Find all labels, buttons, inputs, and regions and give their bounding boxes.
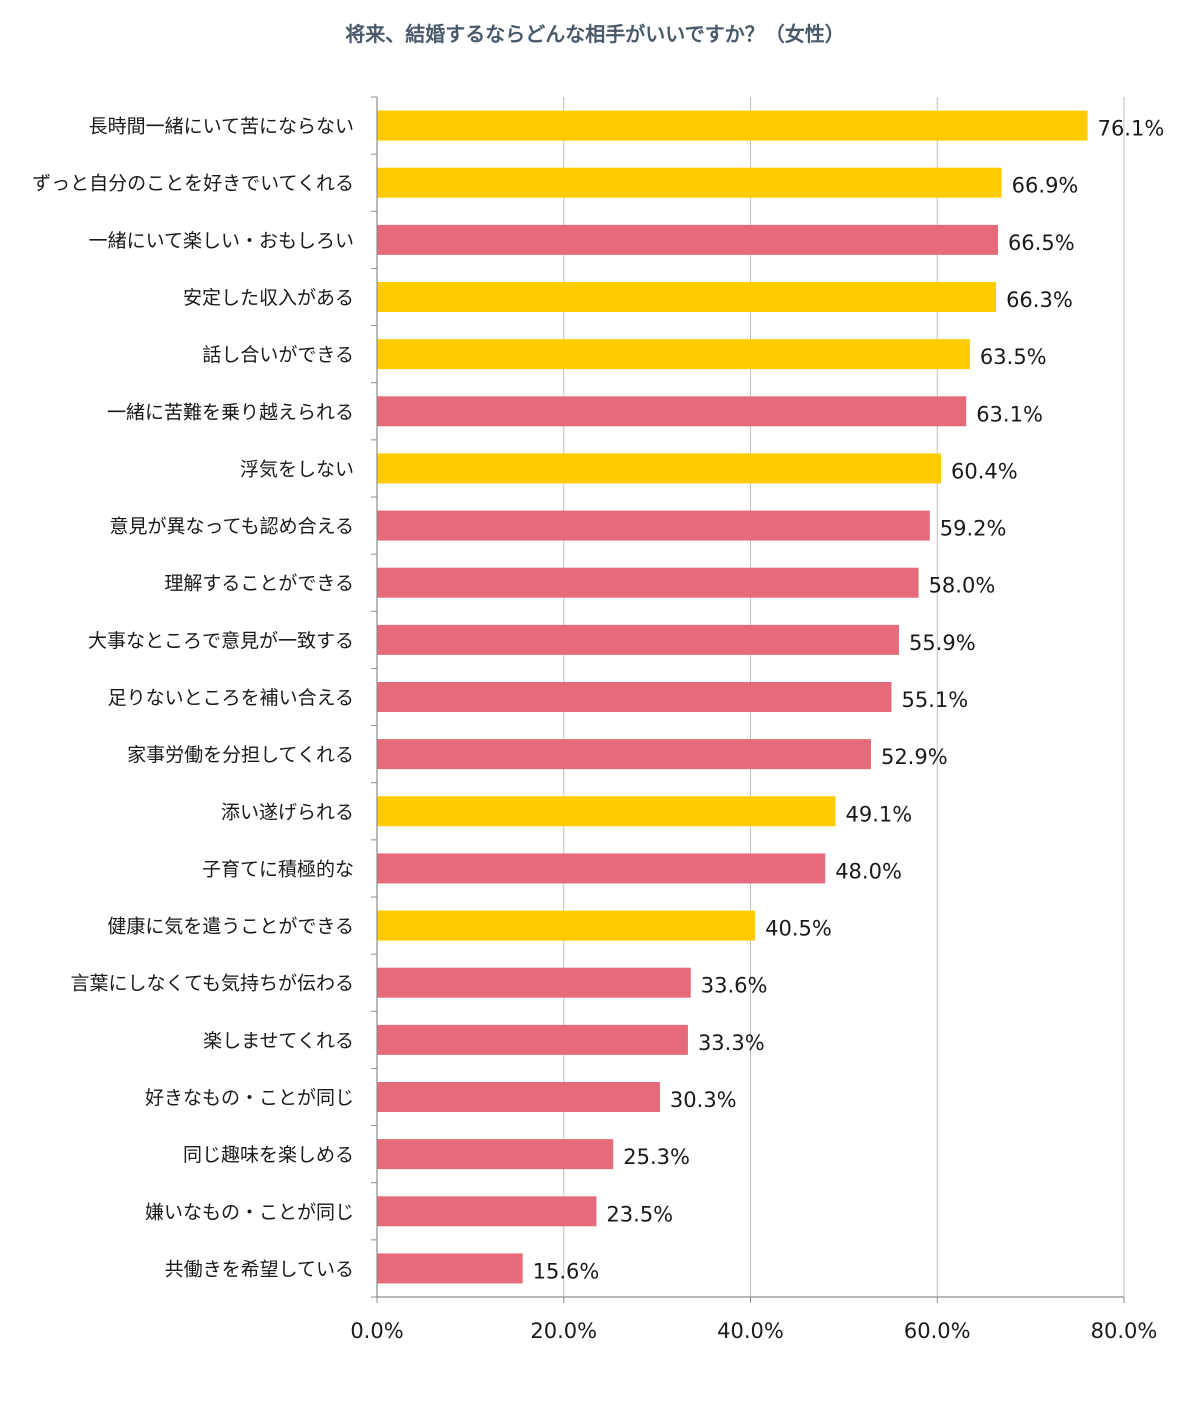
data-label: 40.5% bbox=[765, 917, 832, 941]
x-tick-label: 0.0% bbox=[350, 1319, 403, 1343]
category-label: 意見が異なっても認め合える bbox=[109, 516, 354, 538]
category-label: 嫌いなもの・ことが同じ bbox=[145, 1201, 354, 1223]
bar bbox=[377, 453, 941, 484]
category-label: 共働きを希望している bbox=[165, 1258, 354, 1280]
data-label: 66.9% bbox=[1012, 174, 1079, 198]
category-label: 言葉にしなくても気持ちが伝わる bbox=[71, 973, 354, 995]
bar bbox=[377, 1139, 614, 1170]
x-tick-label: 80.0% bbox=[1091, 1319, 1158, 1343]
labels: 長時間一緒にいて苦にならない 76.1% ずっと自分のことを好きでいてくれる 66.9… bbox=[32, 116, 1164, 1343]
data-label: 25.3% bbox=[623, 1145, 690, 1169]
bars bbox=[377, 110, 1088, 1284]
category-label: 大事なところで意見が一致する bbox=[88, 630, 354, 652]
category-label: 長時間一緒にいて苦にならない bbox=[89, 116, 354, 138]
data-label: 59.2% bbox=[940, 517, 1007, 541]
category-label: 添い遂げられる bbox=[221, 801, 354, 823]
data-label: 52.9% bbox=[881, 745, 948, 769]
bar bbox=[377, 1196, 597, 1227]
x-tick-label: 60.0% bbox=[904, 1319, 971, 1343]
bar bbox=[377, 339, 970, 370]
category-label: 好きなもの・ことが同じ bbox=[145, 1087, 354, 1109]
data-label: 76.1% bbox=[1098, 117, 1165, 141]
data-label: 66.3% bbox=[1006, 288, 1073, 312]
x-tick-label: 20.0% bbox=[530, 1319, 597, 1343]
bar bbox=[377, 796, 836, 827]
category-label: 話し合いができる bbox=[202, 344, 354, 366]
data-label: 33.6% bbox=[701, 974, 768, 998]
bar bbox=[377, 1082, 660, 1112]
category-label: ずっと自分のことを好きでいてくれる bbox=[32, 173, 354, 195]
data-label: 15.6% bbox=[533, 1259, 600, 1283]
bar bbox=[377, 567, 919, 598]
category-label: 同じ趣味を楽しめる bbox=[183, 1144, 354, 1166]
category-label: 健康に気を遣うことができる bbox=[107, 916, 354, 938]
data-label: 33.3% bbox=[698, 1031, 765, 1055]
category-label: 一緒に苦難を乗り越えられる bbox=[107, 401, 354, 423]
data-label: 23.5% bbox=[606, 1202, 673, 1226]
category-label: 楽しませてくれる bbox=[203, 1030, 354, 1052]
category-label: 一緒にいて楽しい・おもしろい bbox=[89, 230, 354, 252]
chart-title: 将来、結婚するならどんな相手がいいですか？（女性） bbox=[345, 22, 845, 46]
bar bbox=[377, 682, 892, 712]
data-label: 63.1% bbox=[976, 402, 1043, 426]
data-label: 60.4% bbox=[951, 459, 1018, 483]
category-label: 家事労働を分担してくれる bbox=[127, 744, 354, 766]
bar bbox=[377, 510, 930, 541]
data-label: 66.5% bbox=[1008, 231, 1075, 255]
bar bbox=[377, 1024, 688, 1055]
data-label: 49.1% bbox=[845, 802, 912, 826]
bar bbox=[377, 910, 756, 941]
data-label: 30.3% bbox=[670, 1088, 737, 1112]
bar bbox=[377, 624, 899, 655]
data-label: 48.0% bbox=[835, 859, 902, 883]
data-label: 63.5% bbox=[980, 345, 1047, 369]
bar bbox=[377, 853, 826, 884]
category-label: 浮気をしない bbox=[240, 458, 354, 480]
bar bbox=[377, 110, 1088, 141]
category-label: 足りないところを補い合える bbox=[108, 687, 354, 709]
bar bbox=[377, 967, 691, 998]
bar bbox=[377, 1253, 523, 1284]
category-label: 子育てに積極的な bbox=[202, 858, 354, 880]
data-label: 55.1% bbox=[901, 688, 968, 712]
category-label: 安定した収入がある bbox=[183, 287, 354, 309]
data-label: 55.9% bbox=[909, 631, 976, 655]
bar bbox=[377, 224, 998, 255]
x-tick-label: 40.0% bbox=[717, 1319, 784, 1343]
data-label: 58.0% bbox=[929, 574, 996, 598]
bar bbox=[377, 396, 967, 427]
bar bbox=[377, 282, 997, 312]
bar bbox=[377, 739, 871, 770]
axes bbox=[371, 96, 1125, 1303]
bar bbox=[377, 167, 1002, 198]
category-label: 理解することができる bbox=[164, 573, 354, 595]
